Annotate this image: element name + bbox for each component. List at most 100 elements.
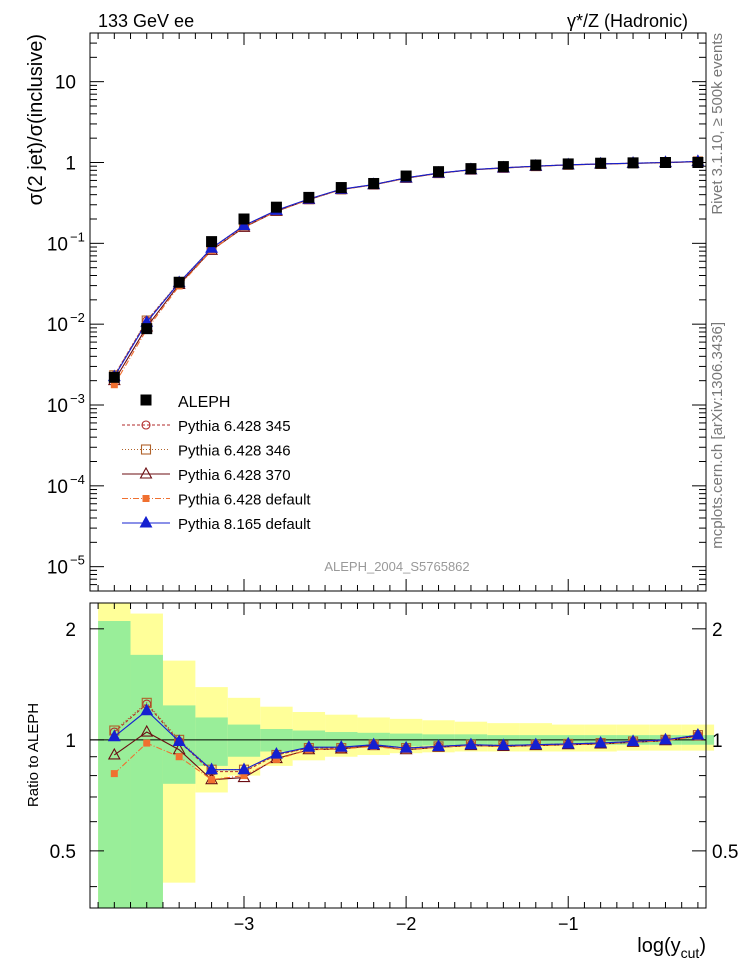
y-axis-label: σ(2 jet)/σ(inclusive)	[25, 34, 47, 205]
series-point-ratio	[272, 755, 280, 763]
y-tick-label: 1	[65, 153, 76, 174]
ratio-tick-label-left: 0.5	[50, 842, 76, 863]
series-point-ratio	[496, 738, 510, 751]
ratio-tick-label-right: 2	[712, 620, 723, 641]
series-point-ratio	[432, 739, 445, 751]
main-plot-frame	[89, 32, 707, 592]
ratio-uncertainty-bands	[98, 603, 715, 908]
analysis-id: ALEPH_2004_S5765862	[324, 559, 469, 574]
x-axis-label: log(ycut)	[637, 935, 706, 961]
y-tick-label: 10	[47, 234, 68, 255]
x-tick-label: −1	[558, 914, 579, 934]
series-line-main	[113, 160, 698, 377]
y-tick-label: 10	[47, 477, 68, 498]
legend-label: Pythia 6.428 370	[178, 467, 291, 484]
data-point	[368, 177, 380, 189]
data-point	[659, 156, 671, 168]
ratio-tick-label-left: 2	[65, 620, 76, 641]
legend-marker	[142, 495, 150, 502]
data-point	[303, 191, 315, 203]
series-line-main	[113, 160, 698, 376]
band-inner-bin	[195, 717, 228, 766]
x-axis-label-sub: cut	[681, 945, 700, 961]
y-tick-exponent: −1	[70, 229, 85, 244]
header-left: 133 GeV ee	[98, 11, 194, 31]
x-axis-label-main: log(y	[637, 935, 680, 957]
data-point	[595, 157, 607, 169]
series-point-ratio	[594, 735, 608, 748]
series-point-main	[205, 241, 219, 253]
series-point-ratio	[302, 740, 316, 752]
series-point-ratio	[240, 772, 248, 780]
y-tick-exponent: −5	[70, 553, 85, 568]
legend-label: Pythia 6.428 346	[178, 443, 291, 460]
ratio-tick-label-right: 1	[712, 731, 723, 752]
y-tick-label: 10	[47, 315, 68, 336]
x-tick-label: −2	[396, 914, 417, 934]
ratio-plot-frame	[89, 602, 707, 909]
data-point	[173, 276, 185, 288]
series-line-main	[113, 161, 698, 381]
series-point-ratio	[208, 776, 216, 784]
data-point	[206, 236, 218, 248]
side-label-url: mcplots.cern.ch [arXiv:1306.3436]	[709, 322, 726, 549]
x-axis-label-close: )	[699, 935, 706, 957]
series-point-ratio	[691, 727, 705, 740]
series-line-main	[113, 160, 698, 376]
series-point-ratio	[237, 762, 251, 775]
legend: ALEPH Pythia 6.428 345 Pythia 6.428 346 Pyt…	[122, 394, 311, 533]
y-tick-label: 10	[47, 396, 68, 417]
legend-marker	[139, 515, 153, 528]
ratio-y-axis-label: Ratio to ALEPH	[25, 703, 42, 807]
x-tick-label: −3	[234, 914, 255, 934]
series-point-ratio	[140, 703, 154, 716]
data-point	[627, 157, 639, 169]
series-point-ratio	[561, 736, 575, 749]
legend-marker	[139, 466, 153, 479]
legend-data-label: ALEPH	[178, 394, 230, 411]
data-point	[108, 371, 120, 383]
data-point	[530, 159, 542, 171]
data-point	[562, 158, 574, 170]
legend-label: Pythia 6.428 345	[178, 418, 291, 435]
series-point-ratio	[175, 753, 183, 761]
legend-data-marker	[140, 394, 152, 406]
data-point	[497, 161, 509, 173]
series-point-ratio	[464, 737, 478, 750]
series-point-ratio	[110, 770, 118, 778]
y-tick-exponent: −3	[70, 391, 85, 406]
data-point	[238, 213, 250, 225]
header-right: γ*/Z (Hadronic)	[567, 11, 688, 31]
y-tick-exponent: −2	[70, 310, 85, 325]
ratio-tick-label-right: 0.5	[712, 842, 738, 863]
data-point	[141, 323, 153, 335]
legend-label: Pythia 8.165 default	[178, 516, 311, 533]
data-points	[108, 156, 704, 383]
data-point	[692, 156, 704, 168]
band-inner-bin	[130, 654, 163, 908]
series-point-ratio	[205, 762, 219, 775]
data-point	[465, 163, 477, 175]
series-point-ratio	[367, 737, 381, 750]
mc-curves	[107, 154, 705, 389]
series-point-ratio	[172, 734, 186, 747]
data-point	[335, 182, 347, 194]
series-point-main	[110, 381, 118, 389]
series-line-main	[113, 161, 698, 385]
y-tick-label: 10	[55, 73, 76, 94]
data-point	[433, 166, 445, 178]
side-label-version: Rivet 3.1.10, ≥ 500k events	[709, 33, 726, 215]
legend-marker	[140, 444, 152, 455]
band-inner-bin	[98, 621, 131, 908]
series-point-ratio	[107, 729, 121, 742]
data-point	[400, 170, 412, 182]
series-point-ratio	[140, 724, 154, 737]
ratio-curves	[107, 697, 705, 785]
series-point-ratio	[107, 747, 121, 760]
y-tick-exponent: −4	[70, 472, 85, 487]
y-tick-label: 10	[47, 558, 68, 579]
series-point-ratio	[143, 739, 151, 747]
data-point	[270, 201, 282, 213]
